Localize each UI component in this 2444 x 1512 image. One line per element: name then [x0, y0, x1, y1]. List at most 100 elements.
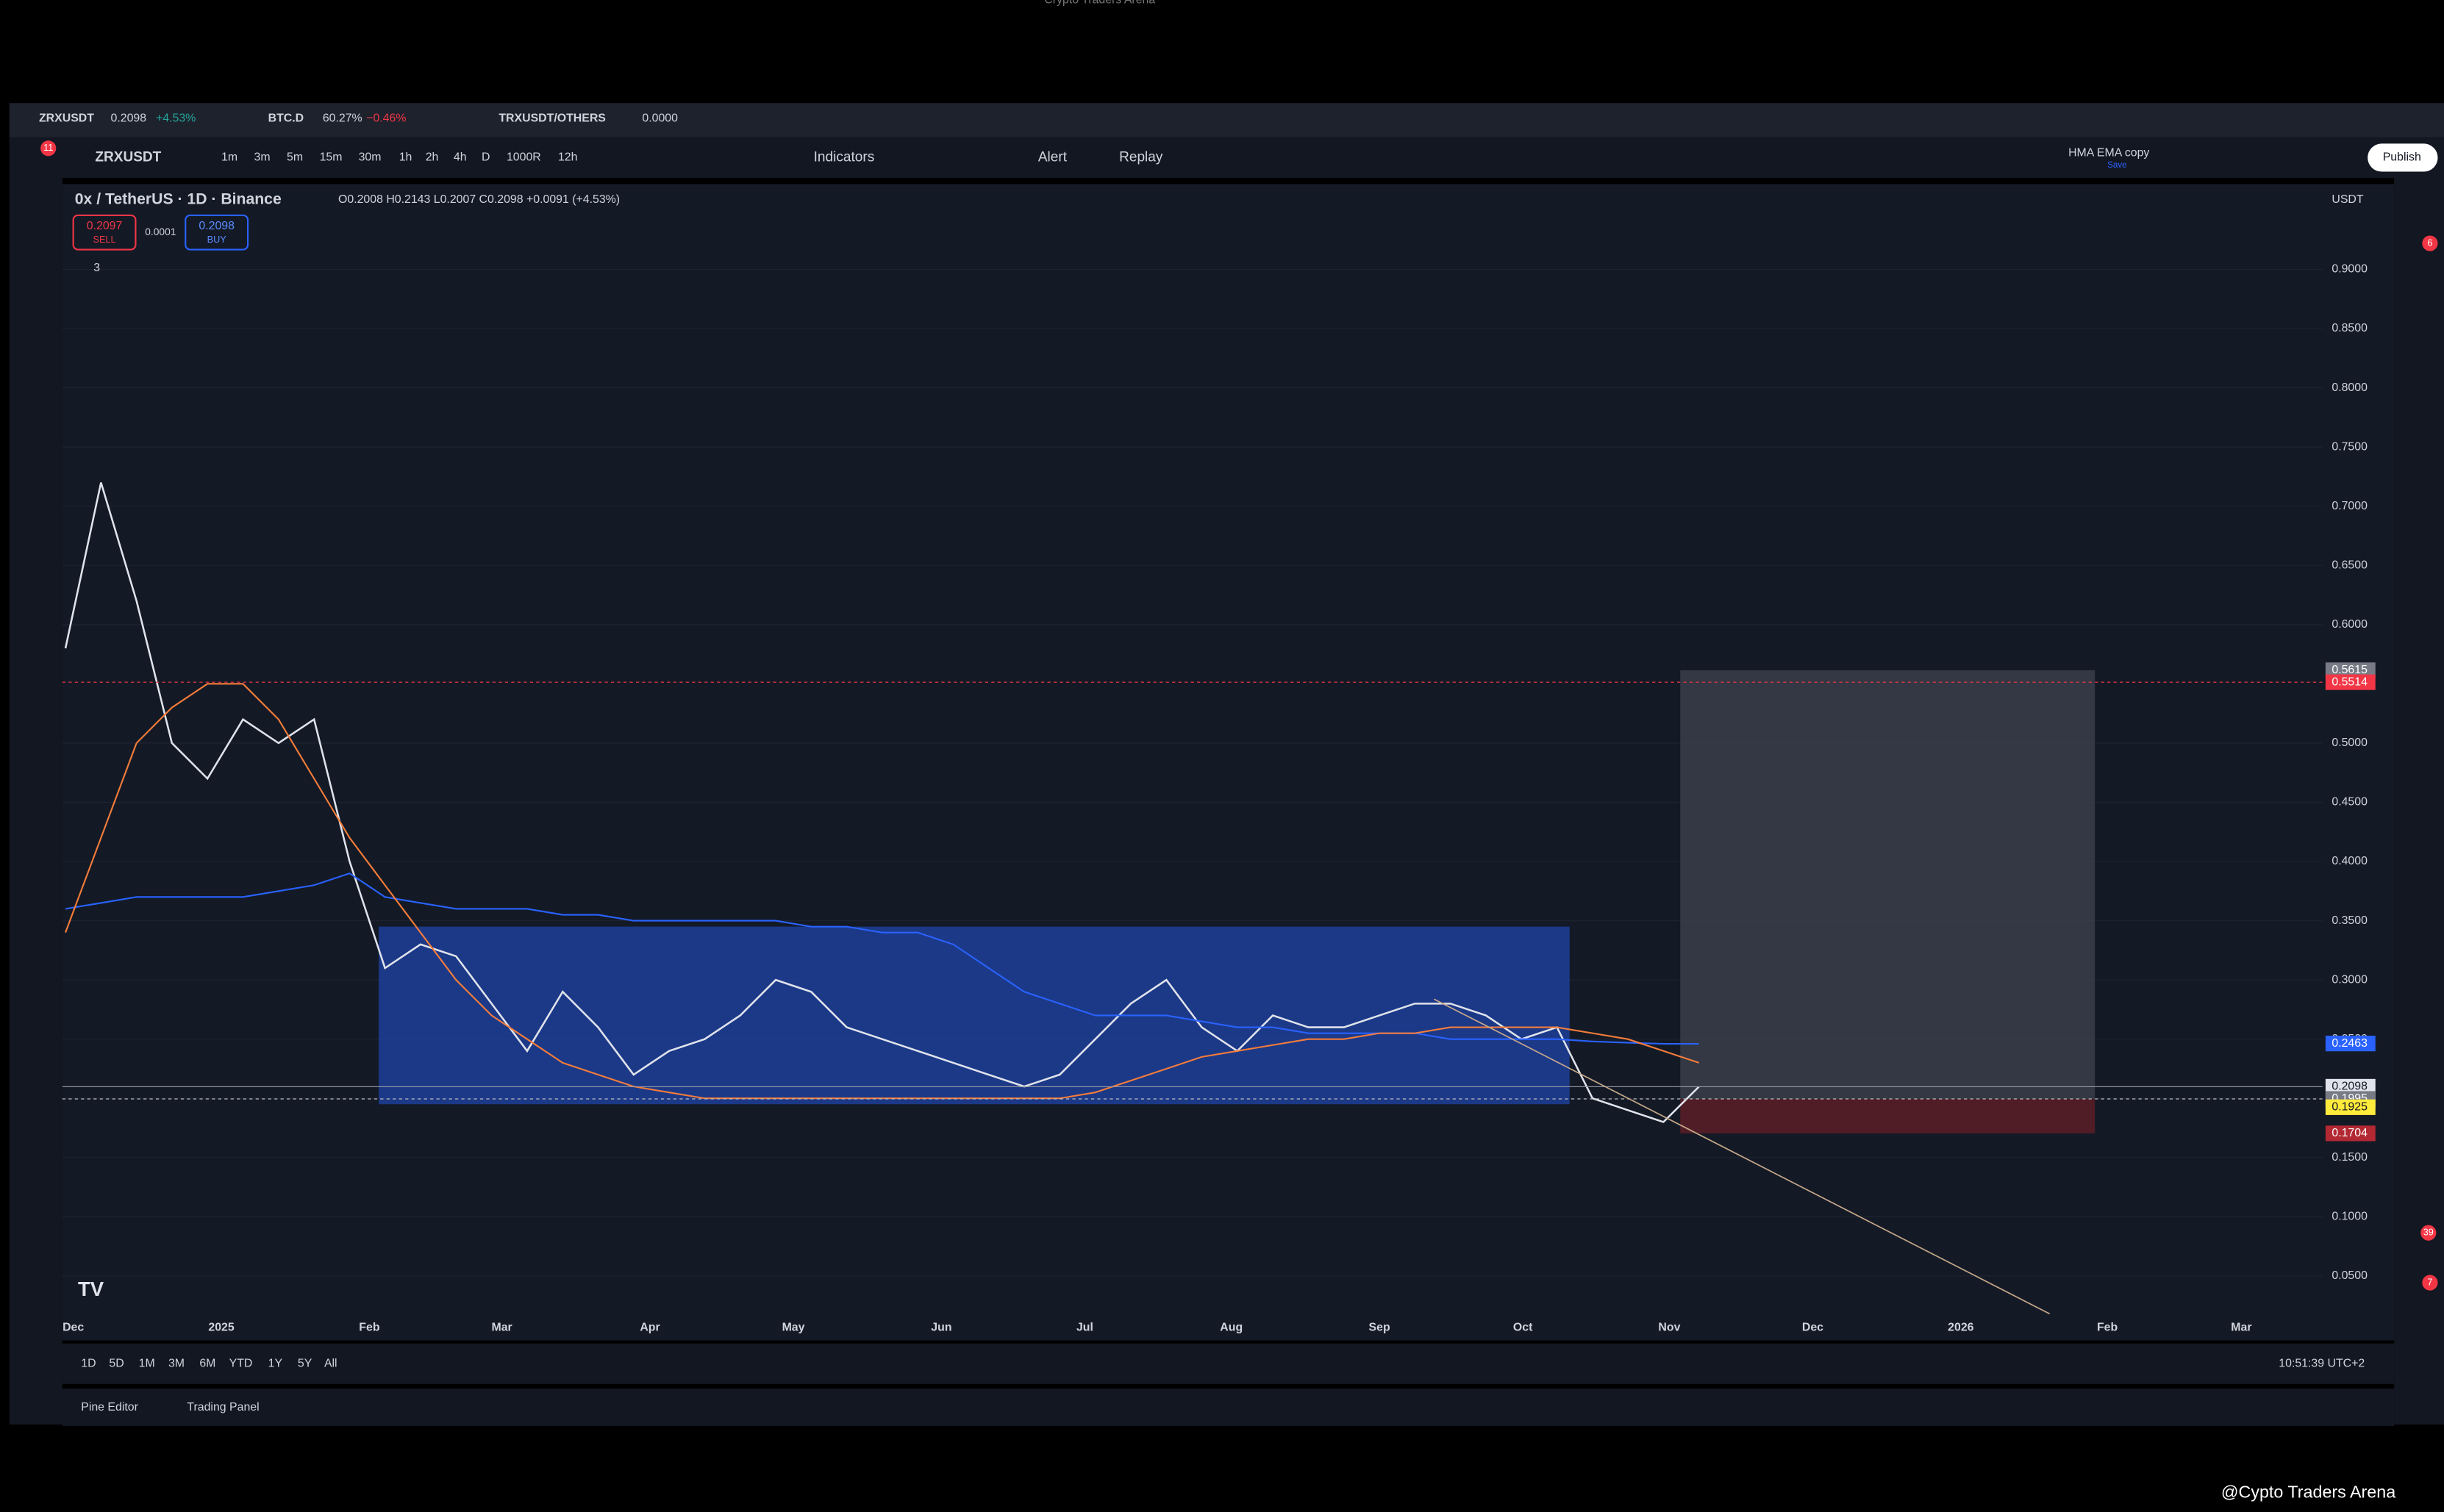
replay-button[interactable]: Replay — [1119, 149, 1163, 165]
tab-price: 0.0000 — [642, 112, 678, 125]
badge-dot — [2420, 1225, 2437, 1241]
trend-line — [1433, 998, 2051, 1315]
range-bar — [62, 1343, 2395, 1384]
moving-average — [65, 872, 1699, 1045]
toolbar-symbol[interactable]: ZRXUSDT — [95, 149, 161, 165]
price-tag — [2325, 1099, 2376, 1115]
range-button[interactable]: YTD — [229, 1357, 253, 1369]
price-tag — [2325, 1078, 2376, 1095]
x-tick-label: Oct — [1513, 1322, 1533, 1334]
indicators-button[interactable]: Indicators — [814, 149, 875, 165]
x-tick-label: Feb — [2097, 1322, 2118, 1334]
y-tick-label: 0.8000 — [2332, 381, 2368, 394]
y-tick-label: 0.6500 — [2332, 559, 2368, 571]
interval-button[interactable]: 3m — [254, 151, 271, 164]
tab-change: +4.53% — [156, 112, 196, 125]
bottom-tab[interactable]: Pine Editor — [81, 1401, 138, 1414]
buy-label[interactable]: BUY — [207, 234, 227, 245]
x-tick-label: Nov — [1658, 1322, 1680, 1334]
x-tick-label: Mar — [491, 1322, 512, 1334]
range-button[interactable]: 1M — [139, 1357, 155, 1369]
sell-price[interactable]: 0.2097 — [87, 220, 123, 232]
bottom-panel — [62, 1389, 2395, 1427]
badge-dot — [2422, 235, 2438, 251]
x-tick-label: May — [782, 1322, 805, 1334]
range-button[interactable]: 5D — [109, 1357, 124, 1369]
price-tag-label: 0.5615 — [2332, 664, 2368, 676]
badge-dot — [2422, 1275, 2438, 1291]
publish-bg[interactable] — [2368, 143, 2438, 172]
price-tag-label: 0.2463 — [2332, 1037, 2368, 1050]
y-tick-label: 0.9000 — [2332, 263, 2368, 276]
interval-button[interactable]: 5m — [287, 151, 303, 164]
alert-button[interactable]: Alert — [1038, 149, 1068, 165]
bottom-tab[interactable]: Trading Panel — [187, 1401, 259, 1414]
range-button[interactable]: 1Y — [268, 1357, 283, 1369]
price-tag-label: 0.2098 — [2332, 1081, 2368, 1093]
range-button[interactable]: 6M — [199, 1357, 215, 1369]
price-tag — [2325, 1036, 2376, 1052]
side-badge: 7 — [2427, 1276, 2432, 1287]
tab-symbol[interactable]: TRXUSDT/OTHERS — [499, 112, 606, 125]
badge-dot — [40, 140, 57, 157]
sell-button[interactable] — [72, 214, 137, 251]
interval-button[interactable]: 30m — [359, 151, 382, 164]
y-tick-label: 0.7500 — [2332, 440, 2368, 453]
y-tick-label: 0.1000 — [2332, 1211, 2368, 1223]
interval-button[interactable]: 1m — [221, 151, 237, 164]
avatar-badge: 11 — [43, 142, 53, 153]
tab-symbol[interactable]: BTC.D — [268, 112, 304, 125]
moving-average — [65, 683, 1700, 1100]
buy-button[interactable] — [185, 214, 249, 251]
sell-label[interactable]: SELL — [93, 234, 115, 245]
range-button[interactable]: 5Y — [298, 1357, 312, 1369]
publish-button[interactable]: Publish — [2383, 151, 2421, 164]
collapse-count[interactable]: 3 — [93, 262, 100, 274]
spread: 0.0001 — [145, 226, 176, 237]
window-title: Crypto Traders Arena — [1044, 0, 1155, 7]
clock: 10:51:39 UTC+2 — [2279, 1357, 2365, 1369]
interval-button[interactable]: 15m — [320, 151, 343, 164]
tab-bar — [9, 103, 2444, 137]
currency[interactable]: USDT — [2332, 193, 2364, 206]
range-button[interactable]: All — [324, 1357, 337, 1369]
tv-logo: TV — [78, 1278, 104, 1300]
tab-price: 60.27% — [323, 112, 362, 125]
price-tag-label: 0.1925 — [2332, 1101, 2368, 1114]
x-tick-label: 2026 — [1948, 1322, 1973, 1334]
x-tick-label: Feb — [359, 1322, 380, 1334]
x-tick-label: Mar — [2231, 1322, 2251, 1334]
y-tick-label: 0.5000 — [2332, 737, 2368, 749]
interval-button[interactable]: 1000R — [507, 151, 541, 164]
price-tag-label: 0.5514 — [2332, 676, 2368, 688]
range-button[interactable]: 3M — [168, 1357, 185, 1369]
interval-button[interactable]: D — [482, 151, 490, 164]
interval-button[interactable]: 1h — [399, 151, 412, 164]
x-tick-label: Dec — [62, 1322, 84, 1334]
tab-price: 0.2098 — [111, 112, 147, 125]
left-toolbar — [9, 178, 62, 1425]
y-tick-label: 0.4500 — [2332, 796, 2368, 809]
y-tick-label: 0.4000 — [2332, 855, 2368, 867]
zone — [379, 926, 1570, 1105]
x-tick-label: Apr — [640, 1322, 660, 1334]
interval-button[interactable]: 4h — [454, 151, 467, 164]
y-tick-label: 0.3000 — [2332, 973, 2368, 986]
x-tick-label: Sep — [1369, 1322, 1390, 1334]
price-tag — [2325, 662, 2376, 678]
interval-button[interactable]: 2h — [426, 151, 439, 164]
price-tag — [2325, 1125, 2376, 1142]
y-tick-label: 0.7000 — [2332, 500, 2368, 512]
buy-price[interactable]: 0.2098 — [199, 220, 235, 232]
y-tick-label: 0.3500 — [2332, 914, 2368, 927]
interval-button[interactable]: 12h — [558, 151, 578, 164]
layout-name[interactable]: HMA EMA copy — [2068, 146, 2149, 159]
watermark: @Cypto Traders Arena — [2221, 1482, 2395, 1501]
range-button[interactable]: 1D — [81, 1357, 96, 1369]
x-tick-label: Jun — [931, 1322, 951, 1334]
tab-symbol[interactable]: ZRXUSDT — [39, 112, 94, 125]
side-badge: 6 — [2427, 237, 2432, 248]
zone — [1680, 670, 2095, 1100]
